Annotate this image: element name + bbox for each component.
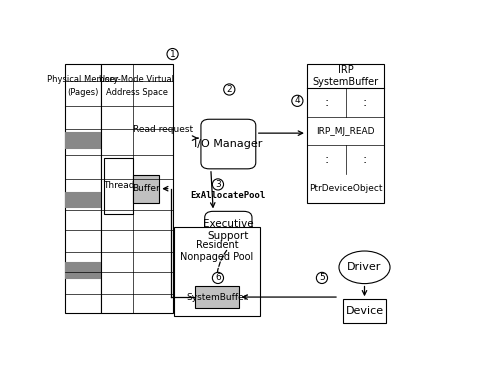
FancyBboxPatch shape: [101, 64, 173, 314]
Text: 6: 6: [215, 273, 221, 282]
Text: 1: 1: [170, 50, 176, 59]
FancyBboxPatch shape: [133, 174, 159, 203]
Text: 5: 5: [319, 273, 325, 282]
Text: :: :: [324, 96, 328, 109]
FancyBboxPatch shape: [65, 262, 101, 278]
FancyBboxPatch shape: [201, 119, 256, 169]
Text: SystemBuffer: SystemBuffer: [186, 293, 248, 301]
FancyBboxPatch shape: [205, 211, 252, 248]
FancyBboxPatch shape: [65, 64, 101, 314]
Text: Read request: Read request: [133, 125, 193, 134]
Text: Driver: Driver: [347, 262, 382, 272]
Text: PtrDeviceObject: PtrDeviceObject: [309, 184, 382, 193]
Text: I/O Manager: I/O Manager: [194, 139, 263, 149]
Text: Address Space: Address Space: [105, 88, 168, 97]
Text: Device: Device: [346, 306, 384, 316]
Text: Physical Memory: Physical Memory: [47, 75, 119, 84]
FancyBboxPatch shape: [307, 64, 385, 203]
FancyBboxPatch shape: [343, 299, 386, 323]
Text: 3: 3: [215, 180, 221, 189]
Text: Nonpaged Pool: Nonpaged Pool: [181, 252, 254, 262]
Text: 4: 4: [295, 96, 300, 105]
Text: :: :: [363, 153, 367, 166]
FancyBboxPatch shape: [195, 286, 239, 308]
FancyBboxPatch shape: [65, 191, 101, 207]
FancyBboxPatch shape: [175, 227, 260, 316]
Text: :: :: [363, 96, 367, 109]
FancyBboxPatch shape: [65, 132, 101, 148]
Text: User-Mode Virtual: User-Mode Virtual: [99, 75, 174, 84]
Ellipse shape: [339, 251, 390, 284]
Text: :: :: [324, 153, 328, 166]
Text: IRP
SystemBuffer: IRP SystemBuffer: [312, 65, 379, 87]
Text: Executive
Support: Executive Support: [203, 219, 254, 241]
Text: Thread: Thread: [103, 181, 134, 190]
Text: Buffer: Buffer: [132, 184, 160, 193]
Text: (Pages): (Pages): [67, 88, 99, 97]
Text: Resident: Resident: [196, 240, 238, 250]
FancyBboxPatch shape: [104, 158, 133, 214]
Text: IRP_MJ_READ: IRP_MJ_READ: [316, 127, 375, 136]
Text: ExAllocatePool: ExAllocatePool: [191, 191, 266, 200]
Text: 2: 2: [226, 85, 232, 94]
